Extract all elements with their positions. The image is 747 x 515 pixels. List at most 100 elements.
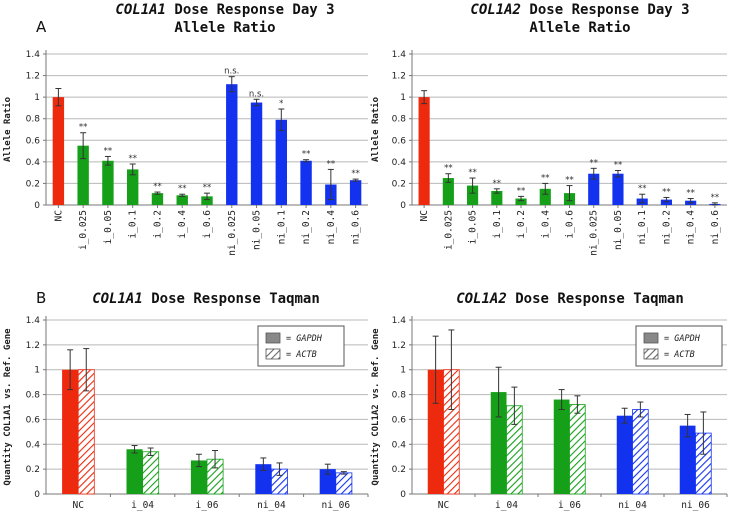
significance-label: n.s. <box>249 89 264 99</box>
y-tick-label: 1.2 <box>392 72 406 82</box>
panel-label: B <box>36 289 46 307</box>
x-tick-label: i_04 <box>495 500 518 511</box>
significance-label: ** <box>614 160 623 170</box>
bar <box>102 160 114 205</box>
legend: = GAPDH = ACTB <box>635 325 723 367</box>
bar <box>349 180 362 205</box>
y-tick-label: 0 <box>400 490 406 500</box>
significance-label: ** <box>541 173 550 183</box>
significance-label: ** <box>444 164 453 174</box>
x-tick-label: i_0.4 <box>177 210 188 239</box>
x-tick-label: ni_06 <box>681 500 710 511</box>
chart-title-line2: Allele Ratio <box>529 20 630 36</box>
y-tick-label: 0.2 <box>392 465 406 475</box>
y-tick-label: 0.8 <box>392 391 407 401</box>
x-tick-label: i_0.05 <box>103 210 114 244</box>
legend-swatch-gapdh <box>643 332 659 344</box>
bar <box>126 169 139 205</box>
significance-label: ** <box>517 186 526 196</box>
x-tick-label: i_0.1 <box>492 210 503 239</box>
y-tick-label: 1.4 <box>26 50 41 60</box>
y-tick-label: 1 <box>400 366 406 376</box>
bar <box>616 415 633 494</box>
x-tick-label: i_0.6 <box>202 210 213 239</box>
y-tick-label: 0.2 <box>392 179 406 189</box>
x-tick-label: i_0.2 <box>516 210 527 239</box>
bar <box>569 404 586 495</box>
y-tick-label: 1.4 <box>26 316 41 326</box>
legend: = GAPDH = ACTB <box>257 325 345 367</box>
x-tick-label: ni_06 <box>321 500 350 511</box>
plot-area: 0 0.2 0.4 0.6 0.8 1 1.2 1.4 Allele Ratio NC ** i_0.… <box>2 50 368 256</box>
significance-label: ** <box>711 193 720 203</box>
x-tick-label: i_0.4 <box>540 210 551 239</box>
bar <box>442 178 454 205</box>
x-tick-label: ni_04 <box>257 500 286 511</box>
y-tick-label: 0.8 <box>26 391 41 401</box>
x-tick-label: ni_0.025 <box>589 210 600 256</box>
x-tick-label: i_0.05 <box>468 210 479 244</box>
x-tick-label: ni_04 <box>618 500 647 511</box>
bar <box>418 97 430 205</box>
y-tick-label: 1.4 <box>392 50 407 60</box>
significance-label: ** <box>589 158 598 168</box>
chart-title-line2: Allele Ratio <box>174 20 275 36</box>
y-tick-label: 0.2 <box>26 179 40 189</box>
x-tick-label: ni_0.6 <box>351 210 362 245</box>
bar <box>319 469 336 494</box>
bar <box>467 185 479 205</box>
significance-label: ** <box>686 189 695 199</box>
significance-label: ** <box>351 169 360 179</box>
chart-title: COL1A1 Dose Response Taqman <box>92 291 320 307</box>
x-tick-label: ni_0.6 <box>710 210 721 245</box>
y-tick-label: 1 <box>34 93 40 103</box>
bar <box>151 193 164 205</box>
x-tick-label: i_0.2 <box>152 210 163 239</box>
bar <box>52 97 65 205</box>
bar <box>77 145 89 205</box>
x-tick-label: NC <box>72 500 83 511</box>
significance-label: ** <box>565 176 574 186</box>
y-tick-label: 0.4 <box>392 158 407 168</box>
x-tick-label: i_0.025 <box>443 210 454 250</box>
significance-label: ** <box>468 168 477 178</box>
bar <box>250 102 263 205</box>
panel-label: A <box>36 18 47 36</box>
x-tick-label: NC <box>419 210 430 221</box>
plot-area: 0 0.2 0.4 0.6 0.8 1 1.2 1.4 Quantity COL1A1 vs. … <box>2 316 369 511</box>
bar <box>491 190 503 205</box>
bar <box>679 425 696 494</box>
y-tick-label: 0.6 <box>392 415 407 425</box>
y-tick-label: 1.2 <box>26 341 40 351</box>
y-axis-label: Allele Ratio <box>370 97 381 162</box>
bar <box>142 451 160 495</box>
significance-label: ** <box>128 154 137 164</box>
y-tick-label: 0.4 <box>26 158 41 168</box>
y-tick-label: 0.6 <box>26 415 41 425</box>
significance-label: ** <box>178 184 187 194</box>
x-tick-label: NC <box>438 500 449 511</box>
y-axis-label: Allele Ratio <box>2 97 13 162</box>
y-tick-label: 0 <box>34 490 40 500</box>
legend-box <box>257 325 345 367</box>
chart-title: COL1A1 Dose Response Day 3 <box>115 2 334 18</box>
legend-box <box>635 325 723 367</box>
chart-title: COL1A2 Dose Response Taqman <box>456 291 684 307</box>
y-tick-label: 1 <box>34 366 40 376</box>
bar <box>612 173 624 205</box>
x-tick-label: ni_0.2 <box>661 210 672 244</box>
legend-swatch-gapdh <box>265 332 281 344</box>
significance-label: n.s. <box>224 67 239 77</box>
y-tick-label: 0.8 <box>392 115 407 125</box>
y-tick-label: 0.6 <box>26 136 41 146</box>
chart-col1a2-taqman: COL1A2 Dose Response Taqman 0 0.2 0.4 0.6 0.… <box>370 291 728 511</box>
significance-label: ** <box>153 182 162 192</box>
bar <box>427 369 444 494</box>
x-tick-label: i_04 <box>131 500 154 511</box>
legend-label-actb: = ACTB <box>664 350 695 360</box>
y-tick-label: 0.6 <box>392 136 407 146</box>
significance-label: ** <box>638 184 647 194</box>
x-tick-label: i_0.1 <box>128 210 139 239</box>
significance-label: ** <box>302 150 311 160</box>
y-tick-label: 0 <box>400 201 406 211</box>
